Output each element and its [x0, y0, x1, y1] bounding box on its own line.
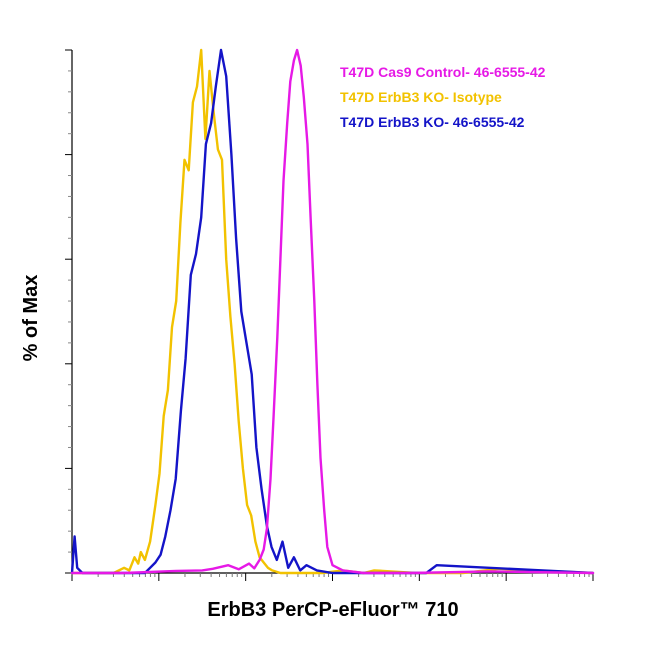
- legend-entry-2: T47D ErbB3 KO- 46-6555-42: [340, 114, 525, 130]
- legend-entry-0: T47D Cas9 Control- 46-6555-42: [340, 64, 546, 80]
- series-layer: [70, 48, 595, 575]
- legend-entry-1: T47D ErbB3 KO- Isotype: [340, 89, 502, 105]
- series-line-1: [70, 48, 595, 575]
- x-axis-label: ErbB3 PerCP-eFluor™ 710: [207, 599, 458, 621]
- y-axis-label: % of Max: [20, 275, 42, 362]
- series-line-0: [70, 48, 595, 575]
- legend: T47D Cas9 Control- 46-6555-42 T47D ErbB3 …: [340, 64, 546, 130]
- series-line-2: [70, 48, 595, 575]
- axes: [65, 49, 594, 581]
